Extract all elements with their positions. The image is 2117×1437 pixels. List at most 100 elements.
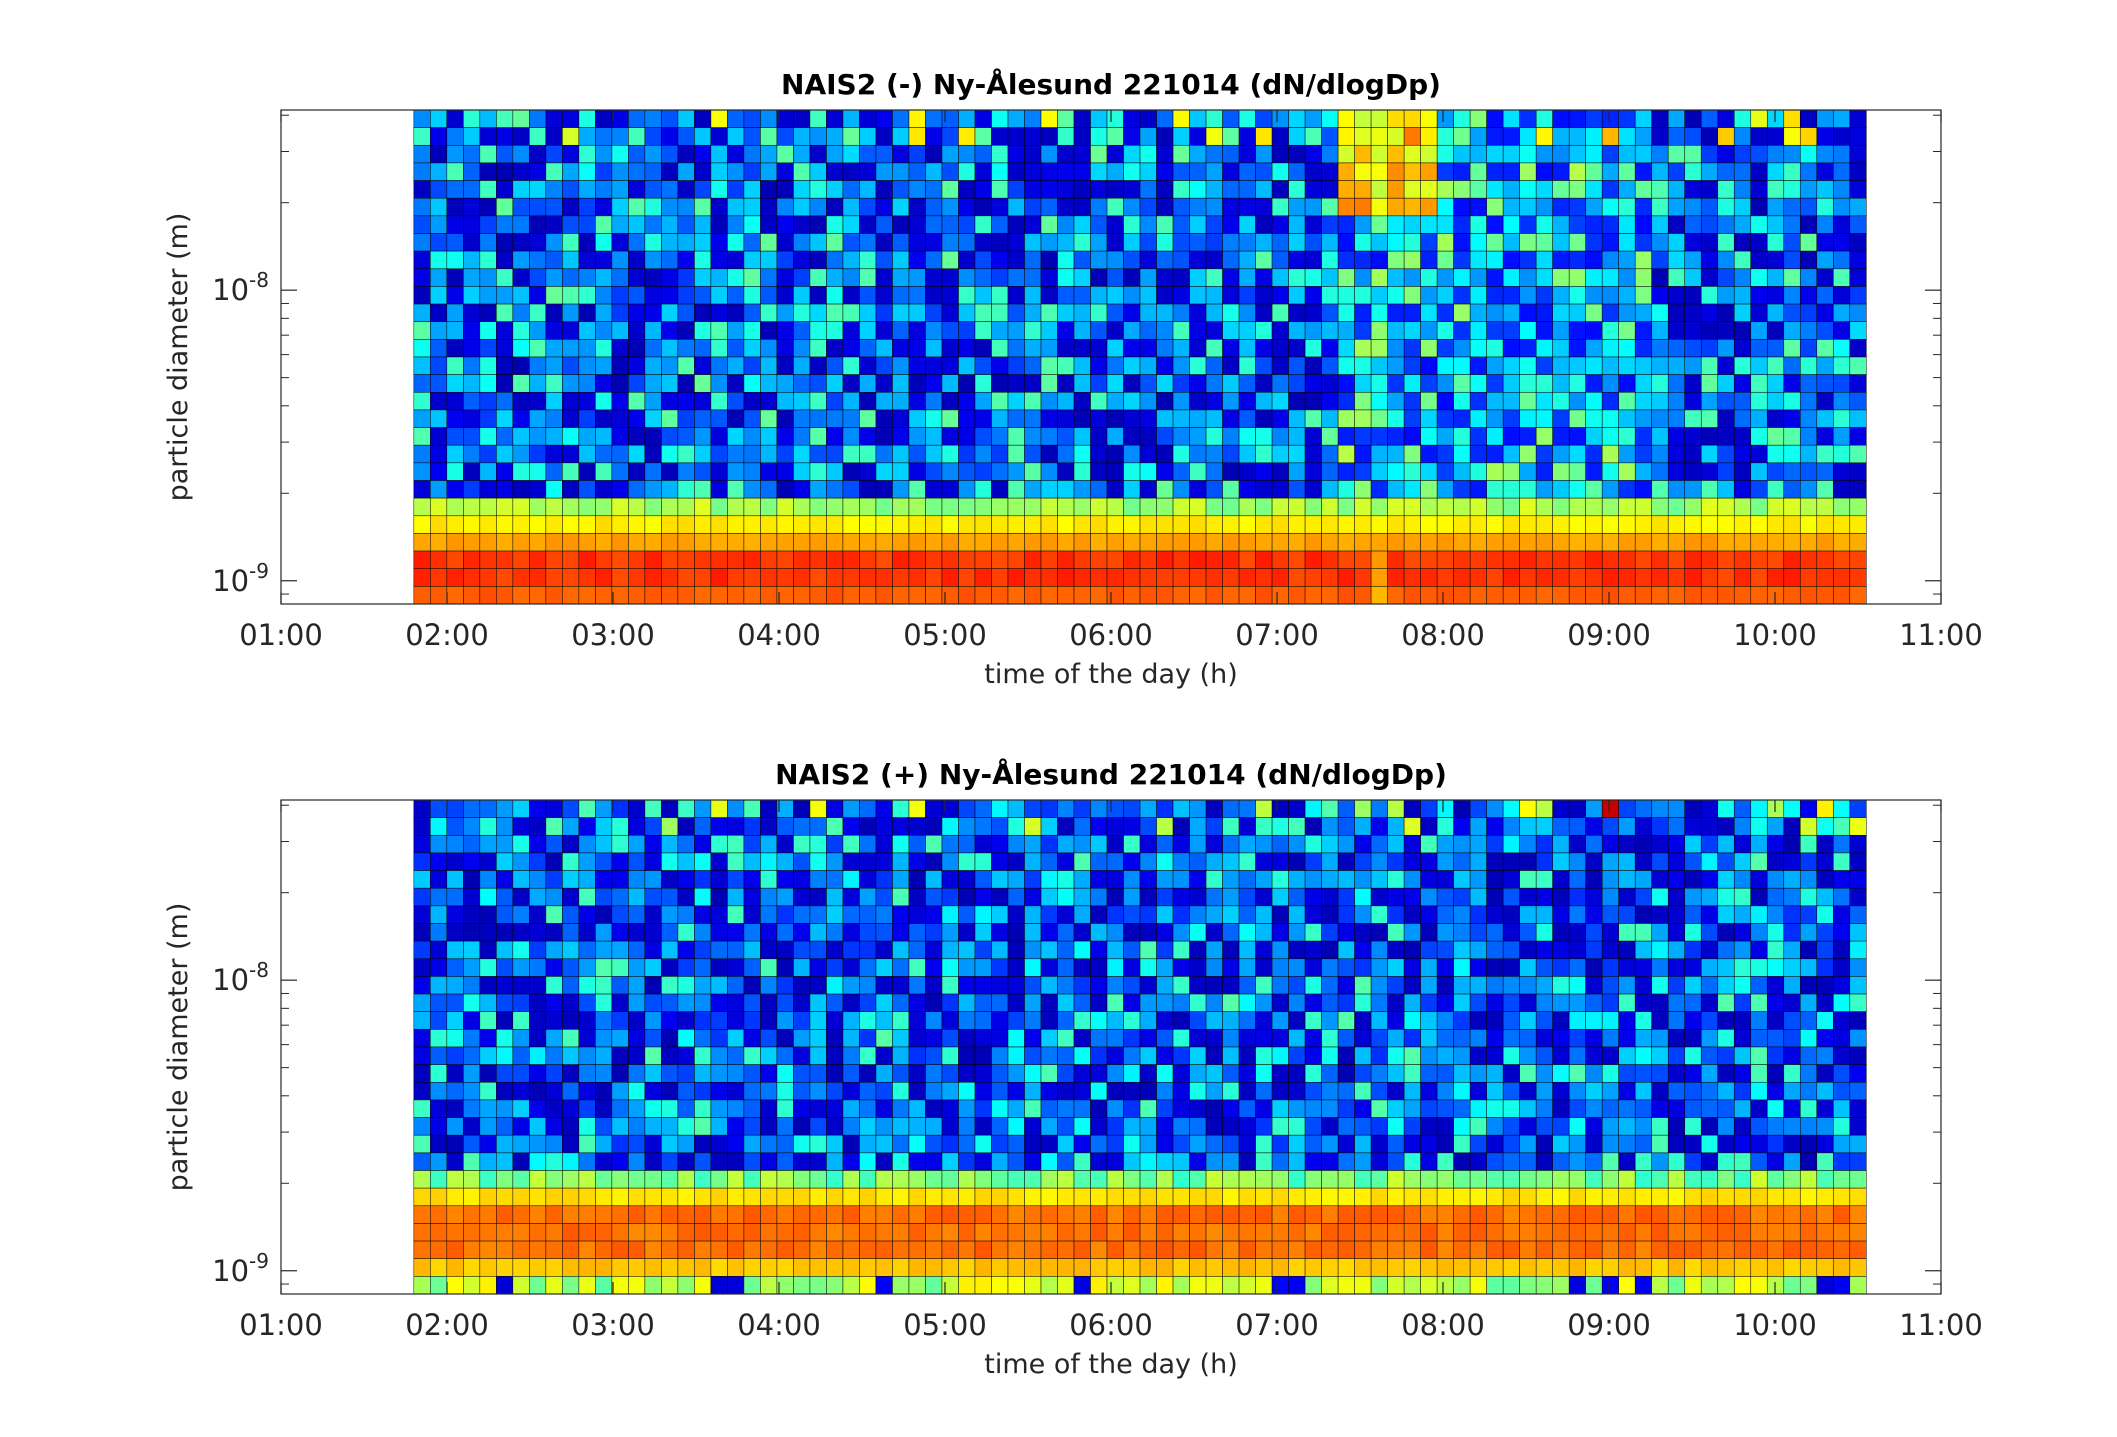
heatmap-cell — [479, 1134, 497, 1154]
heatmap-cell — [512, 180, 530, 199]
heatmap-cell — [1238, 586, 1256, 605]
heatmap-cell — [1271, 940, 1289, 960]
heatmap-cell — [1799, 356, 1818, 375]
heatmap-cell — [1123, 993, 1141, 1013]
heatmap-cell — [446, 1064, 464, 1083]
heatmap-cell — [1255, 993, 1273, 1013]
heatmap-cell — [1370, 852, 1388, 871]
heatmap-cell — [628, 533, 646, 552]
heatmap-cell — [1370, 1029, 1388, 1048]
heatmap-cell — [1816, 870, 1834, 889]
heatmap-cell — [1717, 286, 1735, 305]
heatmap-cell — [1337, 568, 1355, 587]
heatmap-cell — [991, 852, 1009, 871]
heatmap-cell — [1090, 834, 1108, 854]
heatmap-cell — [611, 515, 629, 534]
heatmap-cell — [1271, 799, 1289, 818]
heatmap-cell — [826, 586, 844, 605]
heatmap-cell — [1189, 852, 1207, 871]
heatmap-cell — [1849, 144, 1867, 164]
heatmap-cell — [908, 834, 926, 854]
heatmap-cell — [628, 1029, 646, 1048]
heatmap-cell — [1717, 1223, 1735, 1242]
heatmap-cell — [1288, 1240, 1306, 1260]
heatmap-cell — [974, 268, 992, 287]
heatmap-cell — [496, 303, 514, 323]
heatmap-cell — [496, 905, 514, 924]
heatmap-cell — [925, 568, 943, 587]
heatmap-cell — [562, 923, 580, 942]
heatmap-cell — [446, 976, 464, 995]
heatmap-cell — [1700, 870, 1719, 889]
heatmap-cell — [1304, 144, 1322, 164]
heatmap-cell — [1766, 339, 1785, 358]
heatmap-cell — [578, 958, 596, 977]
heatmap-cell — [760, 923, 778, 942]
heatmap-cell — [1007, 1081, 1025, 1101]
heatmap-cell — [529, 799, 547, 818]
heatmap-cell — [991, 162, 1009, 181]
heatmap-cell — [430, 852, 448, 871]
heatmap-cell — [1172, 233, 1190, 252]
heatmap-cell — [1486, 1011, 1504, 1030]
heatmap-cell — [1123, 1011, 1141, 1030]
heatmap-cell — [1090, 356, 1108, 375]
heatmap-cell — [1436, 409, 1454, 428]
heatmap-cell — [793, 940, 811, 960]
heatmap-cell — [1766, 462, 1785, 481]
heatmap-cell — [1106, 427, 1124, 446]
heatmap-cell — [842, 286, 860, 305]
heatmap-cell — [1519, 958, 1537, 977]
heatmap-cell — [430, 515, 448, 534]
heatmap-cell — [1634, 1134, 1653, 1154]
heatmap-cell — [1238, 1064, 1256, 1083]
heatmap-cell — [1106, 162, 1124, 181]
heatmap-cell — [1486, 356, 1504, 375]
heatmap-cell — [1799, 1099, 1818, 1118]
heatmap-cell — [875, 1029, 893, 1048]
heatmap-cell — [628, 976, 646, 995]
heatmap-cell — [1502, 1187, 1520, 1207]
heatmap-cell — [1585, 586, 1603, 605]
heatmap-cell — [1222, 799, 1240, 818]
heatmap-cell — [1156, 462, 1174, 481]
heatmap-cell — [1568, 444, 1587, 464]
heatmap-cell — [1090, 250, 1108, 270]
heatmap-cell — [743, 374, 761, 393]
heatmap-cell — [1057, 127, 1075, 146]
heatmap-cell — [1519, 1099, 1537, 1118]
heatmap-cell — [710, 1223, 728, 1242]
heatmap-cell — [727, 870, 745, 889]
heatmap-cell — [694, 427, 712, 446]
heatmap-cell — [991, 427, 1009, 446]
heatmap-cell — [1552, 976, 1570, 995]
heatmap-cell — [1436, 586, 1454, 605]
heatmap-cell — [1420, 586, 1438, 605]
heatmap-cell — [1057, 993, 1075, 1013]
heatmap-cell — [1271, 286, 1289, 305]
heatmap-cell — [1271, 1046, 1289, 1065]
heatmap-cell — [1057, 550, 1075, 570]
heatmap-cell — [793, 1240, 811, 1260]
heatmap-cell — [1634, 109, 1653, 128]
heatmap-cell — [1222, 409, 1240, 428]
heatmap-cell — [875, 162, 893, 181]
heatmap-cell — [479, 374, 497, 393]
heatmap-cell — [463, 958, 481, 977]
heatmap-cell — [1040, 374, 1058, 393]
heatmap-cell — [1618, 215, 1636, 234]
heatmap-cell — [1816, 834, 1834, 854]
heatmap-cell — [842, 480, 860, 499]
heatmap-cell — [644, 1276, 662, 1295]
heatmap-cell — [545, 993, 563, 1013]
heatmap-cell — [1502, 1258, 1520, 1277]
heatmap-cell — [1288, 923, 1306, 942]
heatmap-cell — [710, 1117, 728, 1136]
heatmap-cell — [974, 1117, 992, 1136]
heatmap-cell — [1750, 286, 1768, 305]
heatmap-cell — [1057, 940, 1075, 960]
heatmap-cell — [1139, 1117, 1157, 1136]
heatmap-cell — [1139, 356, 1157, 375]
heatmap-cell — [1618, 905, 1636, 924]
heatmap-cell — [908, 127, 926, 146]
